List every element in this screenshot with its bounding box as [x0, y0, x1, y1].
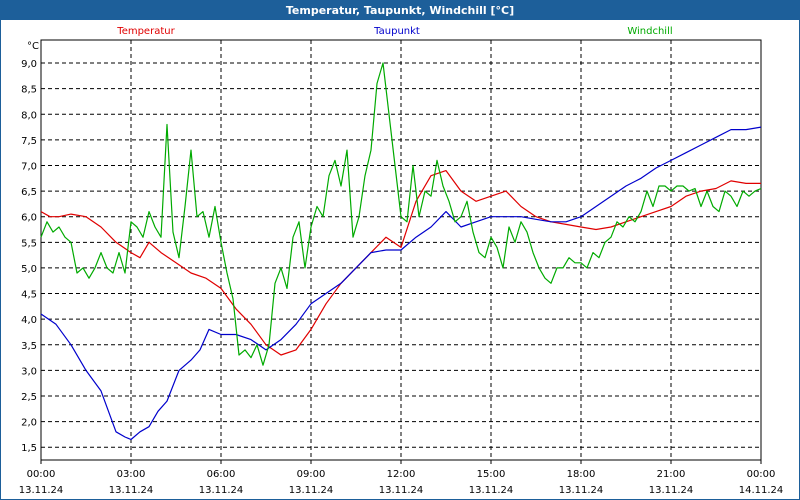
x-tick-time: 18:00	[567, 469, 596, 480]
y-tick-label: 8,0	[21, 110, 37, 121]
x-tick-time: 12:00	[387, 469, 416, 480]
y-tick-label: 3,0	[21, 366, 37, 377]
legend-entry-taupunkt: Taupunkt	[373, 26, 420, 37]
x-tick-time: 15:00	[477, 469, 506, 480]
y-tick-label: 4,5	[21, 290, 37, 301]
y-tick-label: 2,5	[21, 392, 37, 403]
series-line-windchill	[40, 62, 762, 366]
x-tick-date: 13.11.24	[109, 485, 154, 496]
series-line-temperatur	[40, 170, 761, 356]
y-tick-label: 7,5	[21, 136, 37, 147]
x-tick-time: 09:00	[297, 469, 326, 480]
x-tick-date: 13.11.24	[649, 485, 694, 496]
x-tick-date: 13.11.24	[289, 485, 334, 496]
chart-title: Temperatur, Taupunkt, Windchill [°C]	[1, 1, 799, 20]
x-axis-ticks: 00:00 13.11.24 03:00 13.11.24 06:00 13.11.24 0…	[19, 460, 784, 496]
x-tick-time: 00:00	[747, 469, 776, 480]
y-tick-label: 1,5	[21, 443, 37, 454]
y-tick-label: 4,0	[21, 315, 37, 326]
x-tick-time: 00:00	[27, 469, 56, 480]
y-tick-label: 3,5	[21, 341, 37, 352]
y-tick-label: 2,0	[21, 418, 37, 429]
legend-entry-windchill: Windchill	[627, 26, 672, 37]
x-tick-time: 03:00	[117, 469, 146, 480]
y-tick-label: 5,5	[21, 238, 37, 249]
y-tick-label: 6,0	[21, 213, 37, 224]
y-tick-label: 9,0	[21, 59, 37, 70]
y-tick-label: 8,5	[21, 85, 37, 96]
y-axis-label: °C	[27, 41, 39, 52]
x-tick-time: 06:00	[207, 469, 236, 480]
y-tick-label: 6,5	[21, 187, 37, 198]
series-line-taupunkt	[40, 126, 762, 441]
y-axis-ticks: 1,5 2,0 2,5 3,0 3,5 4,0 4,5 5,0 5,5 6,0 6,5 7,0 7,5 8…	[21, 59, 37, 454]
x-tick-date: 13.11.24	[469, 485, 514, 496]
x-tick-date: 13.11.24	[199, 485, 244, 496]
legend: Temperatur Taupunkt Windchill	[116, 26, 672, 37]
x-tick-date: 13.11.24	[379, 485, 424, 496]
x-tick-date: 14.11.24	[739, 485, 784, 496]
x-tick-time: 21:00	[657, 469, 686, 480]
series-group	[40, 62, 762, 441]
legend-entry-temperatur: Temperatur	[116, 26, 175, 37]
x-tick-date: 13.11.24	[559, 485, 604, 496]
grid-lines	[41, 40, 761, 460]
y-tick-label: 5,0	[21, 264, 37, 275]
y-tick-label: 7,0	[21, 161, 37, 172]
x-tick-date: 13.11.24	[19, 485, 64, 496]
